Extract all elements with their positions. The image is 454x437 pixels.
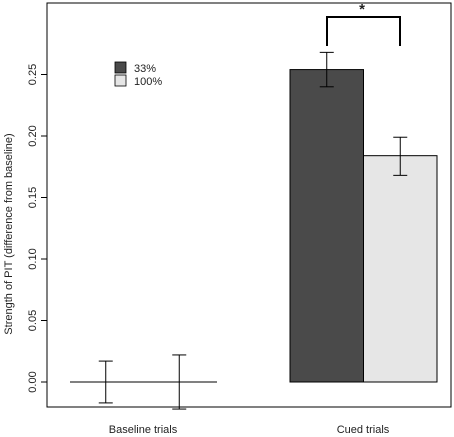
y-tick-label: 0.10 xyxy=(27,248,39,269)
y-tick-label: 0.20 xyxy=(27,125,39,146)
y-tick-label: 0.25 xyxy=(27,64,39,85)
bar-100-cued xyxy=(363,155,438,383)
significance-bracket-line xyxy=(326,16,401,46)
significance-bracket: * xyxy=(326,1,401,46)
y-axis-label: Strength of PIT (difference from baselin… xyxy=(3,133,15,334)
y-axis: 0.00 0.05 0.10 0.15 0.20 0.25 xyxy=(27,64,48,393)
legend-label-33: 33% xyxy=(134,63,156,75)
legend-swatch-33 xyxy=(114,61,127,74)
category-label-cued: Cued trials xyxy=(337,424,390,436)
y-tick-label: 0.15 xyxy=(27,187,39,208)
significance-star: * xyxy=(359,1,365,18)
legend: 33% 100% xyxy=(114,61,162,88)
y-tick-label: 0.00 xyxy=(27,371,39,392)
bar-33-cued xyxy=(289,69,364,383)
legend-label-100: 100% xyxy=(134,76,162,88)
y-tick-label: 0.05 xyxy=(27,310,39,331)
category-label-baseline: Baseline trials xyxy=(109,424,178,436)
bars-group xyxy=(289,69,438,383)
category-labels: Baseline trials Cued trials xyxy=(109,424,390,436)
legend-swatch-100 xyxy=(114,74,127,87)
